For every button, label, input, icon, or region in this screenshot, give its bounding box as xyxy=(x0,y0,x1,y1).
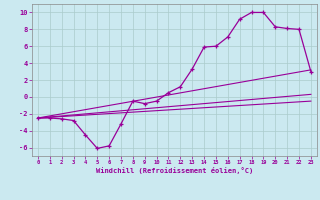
X-axis label: Windchill (Refroidissement éolien,°C): Windchill (Refroidissement éolien,°C) xyxy=(96,167,253,174)
